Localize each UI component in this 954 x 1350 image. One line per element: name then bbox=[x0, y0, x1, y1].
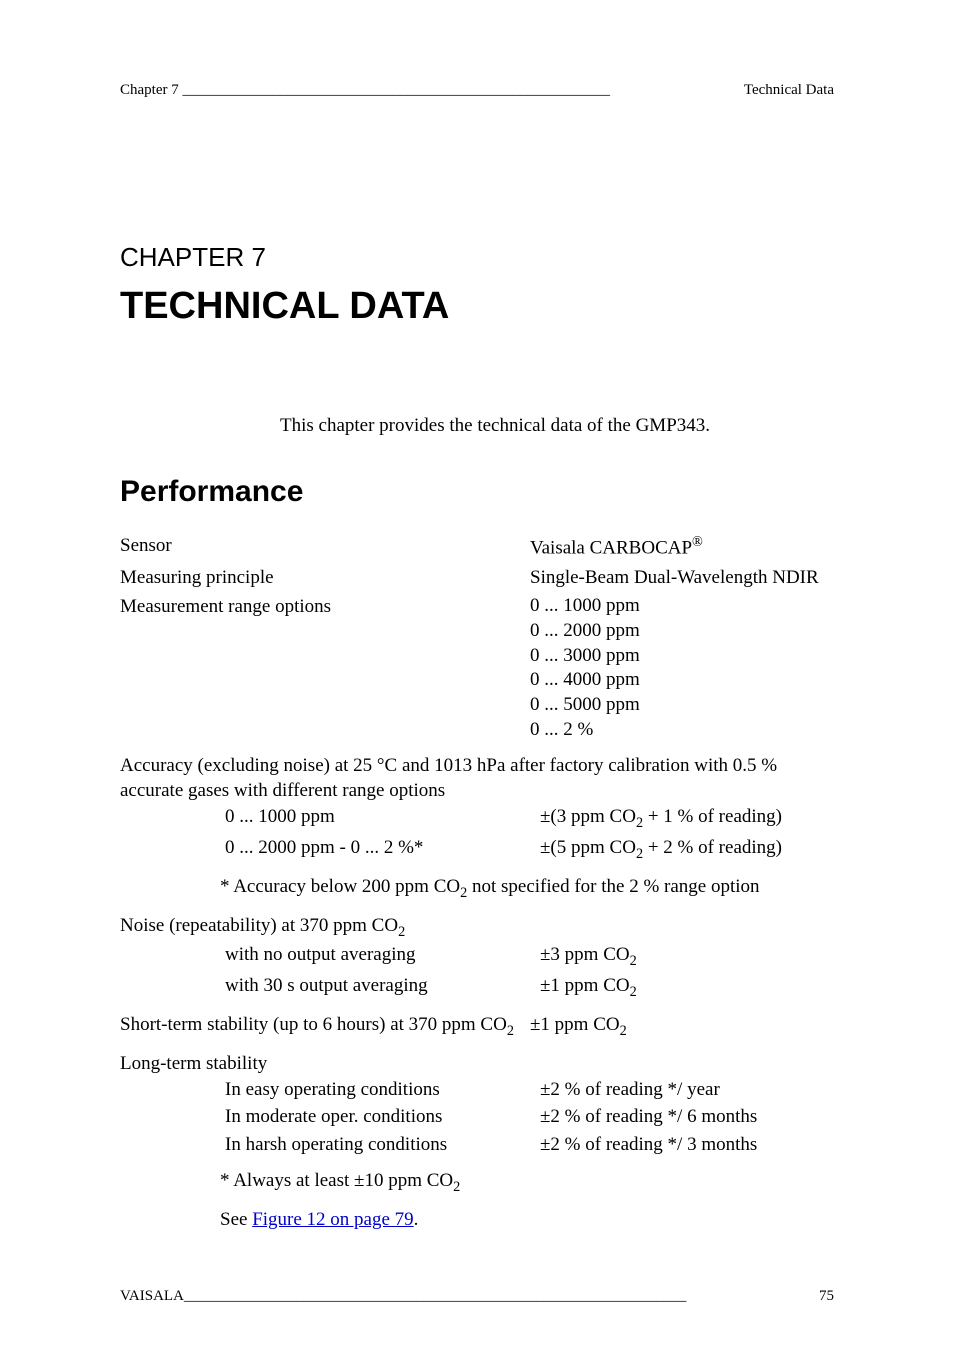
noise-no-avg-value: ±3 ppm CO2 bbox=[540, 942, 834, 971]
section-heading: Performance bbox=[120, 472, 834, 513]
figure-link[interactable]: Figure 12 on page 79 bbox=[252, 1209, 413, 1230]
short-term-label: Short-term stability (up to 6 hours) at … bbox=[120, 1012, 520, 1041]
noise-heading: Noise (repeatability) at 370 ppm CO2 bbox=[120, 913, 834, 942]
acc1-text-a: ±(3 ppm CO bbox=[540, 806, 636, 827]
subscript-2: 2 bbox=[398, 924, 405, 940]
accuracy-value-1: ±(3 ppm CO2 + 1 % of reading) bbox=[540, 804, 834, 833]
accuracy-range-2: 0 ... 2000 ppm - 0 ... 2 %* bbox=[225, 835, 530, 864]
range-option: 0 ... 4000 ppm bbox=[530, 668, 834, 693]
range-option: 0 ... 2000 ppm bbox=[530, 619, 834, 644]
acc2-text-a: ±(5 ppm CO bbox=[540, 837, 636, 858]
acc1-text-b: + 1 % of reading) bbox=[643, 806, 782, 827]
page-number: 75 bbox=[819, 1286, 834, 1306]
see-suffix: . bbox=[414, 1209, 419, 1230]
long-term-heading: Long-term stability bbox=[120, 1051, 834, 1077]
short-term-val-text: ±1 ppm CO bbox=[530, 1014, 620, 1035]
page-title: TECHNICAL DATA bbox=[120, 281, 834, 332]
range-option: 0 ... 1000 ppm bbox=[530, 594, 834, 619]
range-label: Measurement range options bbox=[120, 594, 520, 742]
subscript-2: 2 bbox=[636, 815, 643, 831]
see-figure: See Figure 12 on page 79. bbox=[220, 1207, 834, 1233]
noise-30s-avg-value: ±1 ppm CO2 bbox=[540, 973, 834, 1002]
lt-easy-label: In easy operating conditions bbox=[225, 1077, 530, 1103]
chapter-label: CHAPTER 7 bbox=[120, 240, 834, 275]
header-right: Technical Data bbox=[744, 80, 834, 100]
noise1-text: ±3 ppm CO bbox=[540, 944, 630, 965]
header-left: Chapter 7 ______________________________… bbox=[120, 80, 610, 100]
noise-no-avg-label: with no output averaging bbox=[225, 942, 530, 971]
subscript-2: 2 bbox=[630, 953, 637, 969]
lt-note: * Always at least ±10 ppm CO2 bbox=[220, 1168, 834, 1197]
footer-left: VAISALA_________________________________… bbox=[120, 1286, 686, 1306]
accuracy-range-1: 0 ... 1000 ppm bbox=[225, 804, 530, 833]
range-option: 0 ... 5000 ppm bbox=[530, 693, 834, 718]
lt-harsh-label: In harsh operating conditions bbox=[225, 1132, 530, 1158]
range-option: 0 ... 2 % bbox=[530, 718, 834, 743]
page-footer: VAISALA_________________________________… bbox=[120, 1286, 834, 1306]
subscript-2: 2 bbox=[636, 846, 643, 862]
subscript-2: 2 bbox=[507, 1023, 514, 1039]
accuracy-paragraph: Accuracy (excluding noise) at 25 °C and … bbox=[120, 753, 834, 804]
page-header: Chapter 7 ______________________________… bbox=[120, 80, 834, 100]
subscript-2: 2 bbox=[453, 1178, 460, 1194]
intro-text: This chapter provides the technical data… bbox=[280, 413, 834, 439]
accuracy-value-2: ±(5 ppm CO2 + 2 % of reading) bbox=[540, 835, 834, 864]
sensor-label: Sensor bbox=[120, 533, 520, 561]
lt-note-text: * Always at least ±10 ppm CO bbox=[220, 1170, 453, 1191]
see-prefix: See bbox=[220, 1209, 252, 1230]
range-option: 0 ... 3000 ppm bbox=[530, 644, 834, 669]
acc-note-b: not specified for the 2 % range option bbox=[467, 876, 759, 897]
measuring-principle-value: Single-Beam Dual-Wavelength NDIR bbox=[530, 565, 834, 591]
acc2-text-b: + 2 % of reading) bbox=[643, 837, 782, 858]
sensor-value: Vaisala CARBOCAP® bbox=[530, 533, 834, 561]
lt-easy-value: ±2 % of reading */ year bbox=[540, 1077, 834, 1103]
short-term-value: ±1 ppm CO2 bbox=[530, 1012, 834, 1041]
lt-harsh-value: ±2 % of reading */ 3 months bbox=[540, 1132, 834, 1158]
noise-heading-text: Noise (repeatability) at 370 ppm CO bbox=[120, 915, 398, 936]
accuracy-note: * Accuracy below 200 ppm CO2 not specifi… bbox=[220, 874, 834, 903]
sensor-value-text: Vaisala CARBOCAP bbox=[530, 537, 692, 558]
subscript-2: 2 bbox=[620, 1023, 627, 1039]
registered-icon: ® bbox=[692, 534, 703, 550]
measuring-principle-label: Measuring principle bbox=[120, 565, 520, 591]
lt-moderate-label: In moderate oper. conditions bbox=[225, 1104, 530, 1130]
subscript-2: 2 bbox=[630, 984, 637, 1000]
lt-moderate-value: ±2 % of reading */ 6 months bbox=[540, 1104, 834, 1130]
acc-note-a: * Accuracy below 200 ppm CO bbox=[220, 876, 460, 897]
noise2-text: ±1 ppm CO bbox=[540, 975, 630, 996]
short-term-text: Short-term stability (up to 6 hours) at … bbox=[120, 1014, 507, 1035]
range-options: 0 ... 1000 ppm 0 ... 2000 ppm 0 ... 3000… bbox=[530, 594, 834, 742]
noise-30s-avg-label: with 30 s output averaging bbox=[225, 973, 530, 1002]
